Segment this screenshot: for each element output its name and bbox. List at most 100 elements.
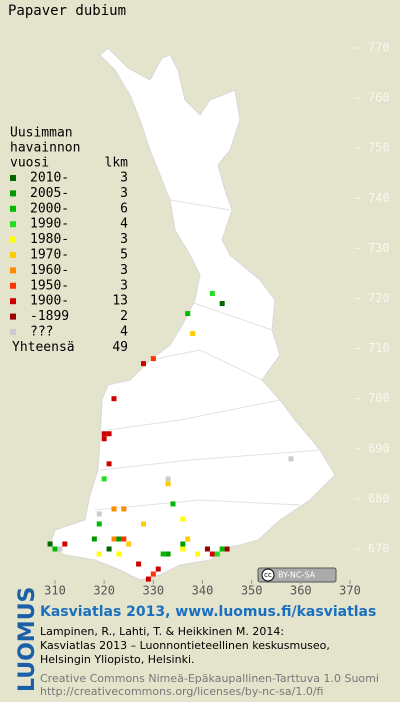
legend-swatch <box>10 190 16 197</box>
x-tick-label: 360 <box>290 584 312 598</box>
y-tick-label: 730 <box>368 241 390 255</box>
occurrence <box>111 536 117 542</box>
occurrence <box>209 551 215 557</box>
y-tick-label: 750 <box>368 141 390 155</box>
occurrence <box>126 541 132 547</box>
occurrence <box>150 356 156 362</box>
cc-logo: cc <box>264 571 272 579</box>
legend-count: 3 <box>120 278 128 293</box>
occurrence <box>219 301 225 307</box>
y-tick-label: 710 <box>368 341 390 355</box>
legend-heading: Uusimman <box>10 126 73 141</box>
legend-count: 3 <box>120 171 128 186</box>
occurrence <box>219 546 225 552</box>
occurrence <box>121 506 127 512</box>
legend-label: ??? <box>30 325 53 340</box>
occurrence <box>106 546 112 552</box>
occurrence <box>145 576 151 582</box>
occurrence <box>57 546 63 552</box>
total-label: Yhteensä <box>12 340 75 355</box>
legend-count-heading: lkm <box>105 156 129 171</box>
license: Creative Commons Nimeä-Epäkaupallinen-Ta… <box>40 672 379 685</box>
occurrence <box>116 536 122 542</box>
legend-count: 4 <box>120 217 128 232</box>
legend-swatch <box>10 329 16 335</box>
occurrence <box>204 546 210 552</box>
x-tick-label: 340 <box>192 584 214 598</box>
occurrence <box>121 536 127 542</box>
legend-label: 2000- <box>30 201 69 216</box>
occurrence <box>116 551 122 557</box>
occurrence <box>160 551 166 557</box>
legend-count: 3 <box>120 263 128 278</box>
occurrence <box>190 331 196 337</box>
occurrence <box>111 506 117 512</box>
legend-count: 13 <box>112 294 128 309</box>
y-tick-label: 770 <box>368 41 390 55</box>
legend-label: 1960- <box>30 263 69 278</box>
occurrence <box>101 476 107 482</box>
occurrence <box>141 521 146 527</box>
total-count: 49 <box>112 340 128 355</box>
y-tick-label: 680 <box>368 491 390 505</box>
y-tick-label: 720 <box>368 291 390 305</box>
occurrence <box>165 476 171 482</box>
occurrence <box>62 541 68 547</box>
legend-swatch <box>10 175 16 181</box>
occurrence <box>141 361 146 367</box>
legend-swatch <box>10 267 16 274</box>
y-tick-label: 700 <box>368 391 390 405</box>
x-tick-label: 320 <box>93 584 115 598</box>
occurrence <box>91 536 97 542</box>
legend-heading: vuosi <box>10 156 49 171</box>
occurrence <box>96 511 102 517</box>
legend-swatch <box>10 252 16 258</box>
legend-label: -1899 <box>30 309 69 324</box>
legend-heading: havainnon <box>10 141 80 156</box>
y-tick-label: 670 <box>368 542 390 556</box>
occurrence <box>52 546 58 552</box>
y-tick-label: 740 <box>368 191 390 205</box>
occurrence <box>214 551 220 557</box>
legend-label: 1970- <box>30 248 69 263</box>
occurrence <box>111 396 117 402</box>
legend-label: 1950- <box>30 278 69 293</box>
occurrence <box>180 516 186 522</box>
occurrence <box>165 481 171 487</box>
occurrence <box>180 546 186 552</box>
region-borders <box>94 199 321 511</box>
citation: Lampinen, R., Lahti, T. & Heikkinen M. 2… <box>40 625 284 638</box>
title: Papaver dubium <box>8 3 126 19</box>
citation: Kasviatlas 2013 – Luonnontieteellinen ke… <box>40 639 330 652</box>
legend-label: 1900- <box>30 294 69 309</box>
citation: Helsingin Yliopisto, Helsinki. <box>40 653 195 666</box>
occurrence <box>101 436 107 442</box>
legend-label: 2005- <box>30 186 69 201</box>
occurrence <box>136 561 142 567</box>
cc-badge: cc BY-NC-SA <box>257 567 337 583</box>
occurrence <box>96 551 102 557</box>
occurrence <box>224 546 230 552</box>
legend-count: 5 <box>120 248 128 263</box>
y-tick-label: 690 <box>368 441 390 455</box>
occurrence <box>288 456 294 462</box>
occurrence <box>185 311 191 317</box>
occurrence <box>96 521 102 527</box>
occurrence <box>185 536 191 542</box>
legend-label: 1990- <box>30 217 69 232</box>
legend-label: 2010- <box>30 171 69 186</box>
y-tick-label: 760 <box>368 91 390 105</box>
map-outline <box>49 47 336 581</box>
legend-swatch <box>10 221 16 228</box>
legend-count: 3 <box>120 232 128 247</box>
occurrence <box>170 501 176 507</box>
occurrence <box>165 551 171 557</box>
cc-text: BY-NC-SA <box>278 571 316 580</box>
brand: LUOMUS <box>15 587 40 692</box>
occurrence <box>47 541 53 547</box>
legend-count: 3 <box>120 186 128 201</box>
occurrence <box>209 290 215 296</box>
occurrence <box>150 571 156 577</box>
